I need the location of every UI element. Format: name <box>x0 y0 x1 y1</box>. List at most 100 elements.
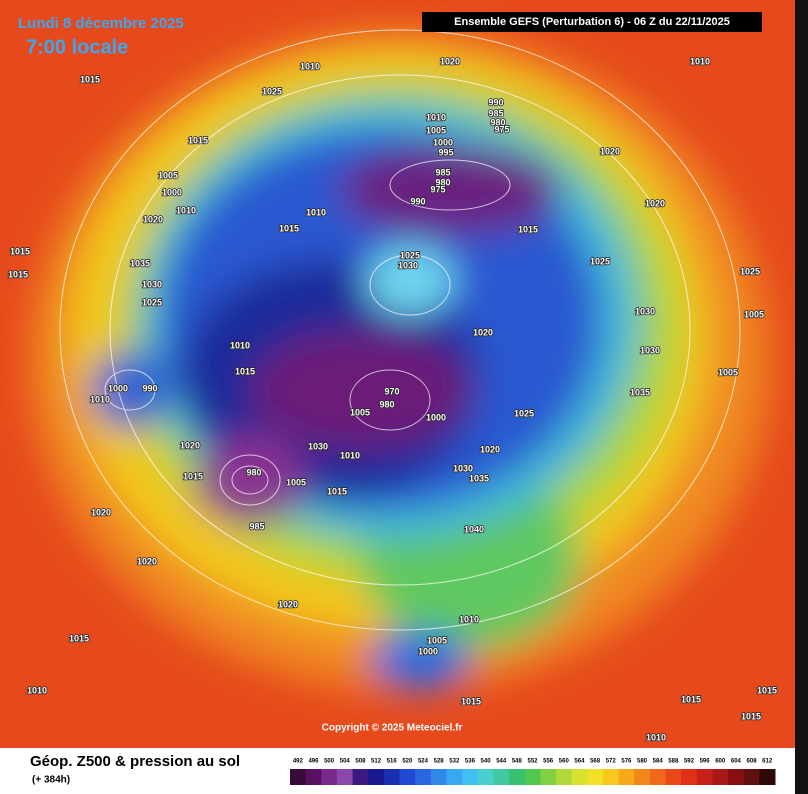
pressure-label: 1015 <box>8 269 28 279</box>
pressure-label: 1020 <box>180 440 200 450</box>
colorbar-label: 544 <box>496 759 507 765</box>
pressure-label: 1015 <box>10 246 30 256</box>
pressure-label: 1005 <box>350 407 370 417</box>
colorbar-swatch <box>743 769 760 785</box>
colorbar-label: 548 <box>512 759 523 765</box>
colorbar-swatch <box>368 769 385 785</box>
pressure-label: 1020 <box>278 599 298 609</box>
colorbar-swatch <box>712 769 729 785</box>
pressure-label: 1015 <box>327 486 347 496</box>
pressure-label: 1020 <box>480 444 500 454</box>
copyright: Copyright © 2025 Meteociel.fr <box>322 723 463 734</box>
colorbar-swatch <box>446 769 463 785</box>
pressure-label: 1015 <box>183 471 203 481</box>
colorbar-label: 540 <box>481 759 492 765</box>
colorbar-label: 524 <box>418 759 429 765</box>
pressure-label: 1005 <box>744 309 764 319</box>
colorbar-label: 592 <box>684 759 695 765</box>
pressure-label: 1010 <box>340 450 360 460</box>
colorbar-label: 600 <box>715 759 726 765</box>
pressure-label: 1015 <box>188 135 208 145</box>
pressure-label: 1000 <box>108 383 128 393</box>
footer-title: Géop. Z500 & pression au sol <box>30 753 240 770</box>
pressure-label: 985 <box>249 521 264 531</box>
pressure-label: 1015 <box>518 224 538 234</box>
pressure-label: 970 <box>384 386 399 396</box>
colorbar-label: 568 <box>590 759 601 765</box>
frame <box>795 0 808 794</box>
pressure-label: 1020 <box>143 214 163 224</box>
colorbar-label: 576 <box>621 759 632 765</box>
colorbar-label: 520 <box>402 759 413 765</box>
colorbar-swatch <box>540 769 557 785</box>
pressure-label: 1010 <box>27 685 47 695</box>
colorbar-label: 528 <box>434 759 445 765</box>
pressure-label: 1010 <box>230 340 250 350</box>
pressure-label: 1025 <box>400 250 420 260</box>
colorbar-swatch <box>634 769 651 785</box>
colorbar-label: 532 <box>449 759 460 765</box>
colorbar-label: 588 <box>668 759 679 765</box>
colorbar-swatch <box>649 769 666 785</box>
pressure-label: 990 <box>142 383 157 393</box>
pressure-label: 1025 <box>514 408 534 418</box>
colorbar: 492 496 500 504 508 512 516 520 524 528 532 536 540 5… <box>290 759 776 785</box>
colorbar-label: 504 <box>340 759 351 765</box>
pressure-label: 1035 <box>130 258 150 268</box>
pressure-label: 975 <box>430 184 445 194</box>
colorbar-label: 584 <box>653 759 664 765</box>
pressure-label: 980 <box>490 117 505 127</box>
colorbar-label: 552 <box>527 759 538 765</box>
pressure-label: 1005 <box>426 125 446 135</box>
pressure-label: 1015 <box>757 685 777 695</box>
colorbar-swatch <box>290 769 307 785</box>
pressure-label: 1010 <box>690 56 710 66</box>
colorbar-label: 564 <box>574 759 585 765</box>
pressure-label: 1010 <box>459 614 479 624</box>
colorbar-label: 560 <box>559 759 570 765</box>
colorbar-label: 508 <box>355 759 366 765</box>
pressure-label: 1030 <box>640 345 660 355</box>
pressure-label: 1015 <box>461 696 481 706</box>
pressure-label: 1010 <box>306 207 326 217</box>
colorbar-label: 580 <box>637 759 648 765</box>
pressure-label: 1030 <box>398 260 418 270</box>
colorbar-swatch <box>399 769 416 785</box>
pressure-label: 985 <box>435 167 450 177</box>
pressure-label: 990 <box>410 196 425 206</box>
colorbar-label: 572 <box>606 759 617 765</box>
colorbar-swatch <box>493 769 510 785</box>
colorbar-swatch <box>571 769 588 785</box>
pressure-label: 1020 <box>473 327 493 337</box>
colorbar-swatch <box>602 769 620 785</box>
pressure-label: 1020 <box>440 56 460 66</box>
pressure-label: 1005 <box>286 477 306 487</box>
pressure-label: 1005 <box>427 635 447 645</box>
pressure-label: 1000 <box>426 412 446 422</box>
pressure-label: 1020 <box>645 198 665 208</box>
pressure-label: 995 <box>438 147 453 157</box>
pressure-label: 1035 <box>630 387 650 397</box>
pressure-label: 1030 <box>635 306 655 316</box>
pressure-label: 1000 <box>418 646 438 656</box>
pressure-label: 1025 <box>590 256 610 266</box>
colorbar-label: 604 <box>731 759 742 765</box>
pressure-label: 1005 <box>718 367 738 377</box>
pressure-label: 1020 <box>137 556 157 566</box>
pressure-label: 1000 <box>162 187 182 197</box>
pressure-label: 1015 <box>681 694 701 704</box>
pressure-label: 1015 <box>741 711 761 721</box>
colorbar-swatch <box>336 769 354 785</box>
colorbar-swatch <box>587 769 604 785</box>
colorbar-swatch <box>415 769 432 785</box>
pressure-label: 1035 <box>469 473 489 483</box>
colorbar-swatch <box>728 769 745 785</box>
run-info: Ensemble GEFS (Perturbation 6) - 06 Z du… <box>454 16 730 28</box>
pressure-label: 1010 <box>426 112 446 122</box>
colorbar-swatch <box>305 769 322 785</box>
colorbar-swatch <box>681 769 698 785</box>
pressure-label: 1010 <box>300 61 320 71</box>
colorbar-label: 512 <box>371 759 382 765</box>
